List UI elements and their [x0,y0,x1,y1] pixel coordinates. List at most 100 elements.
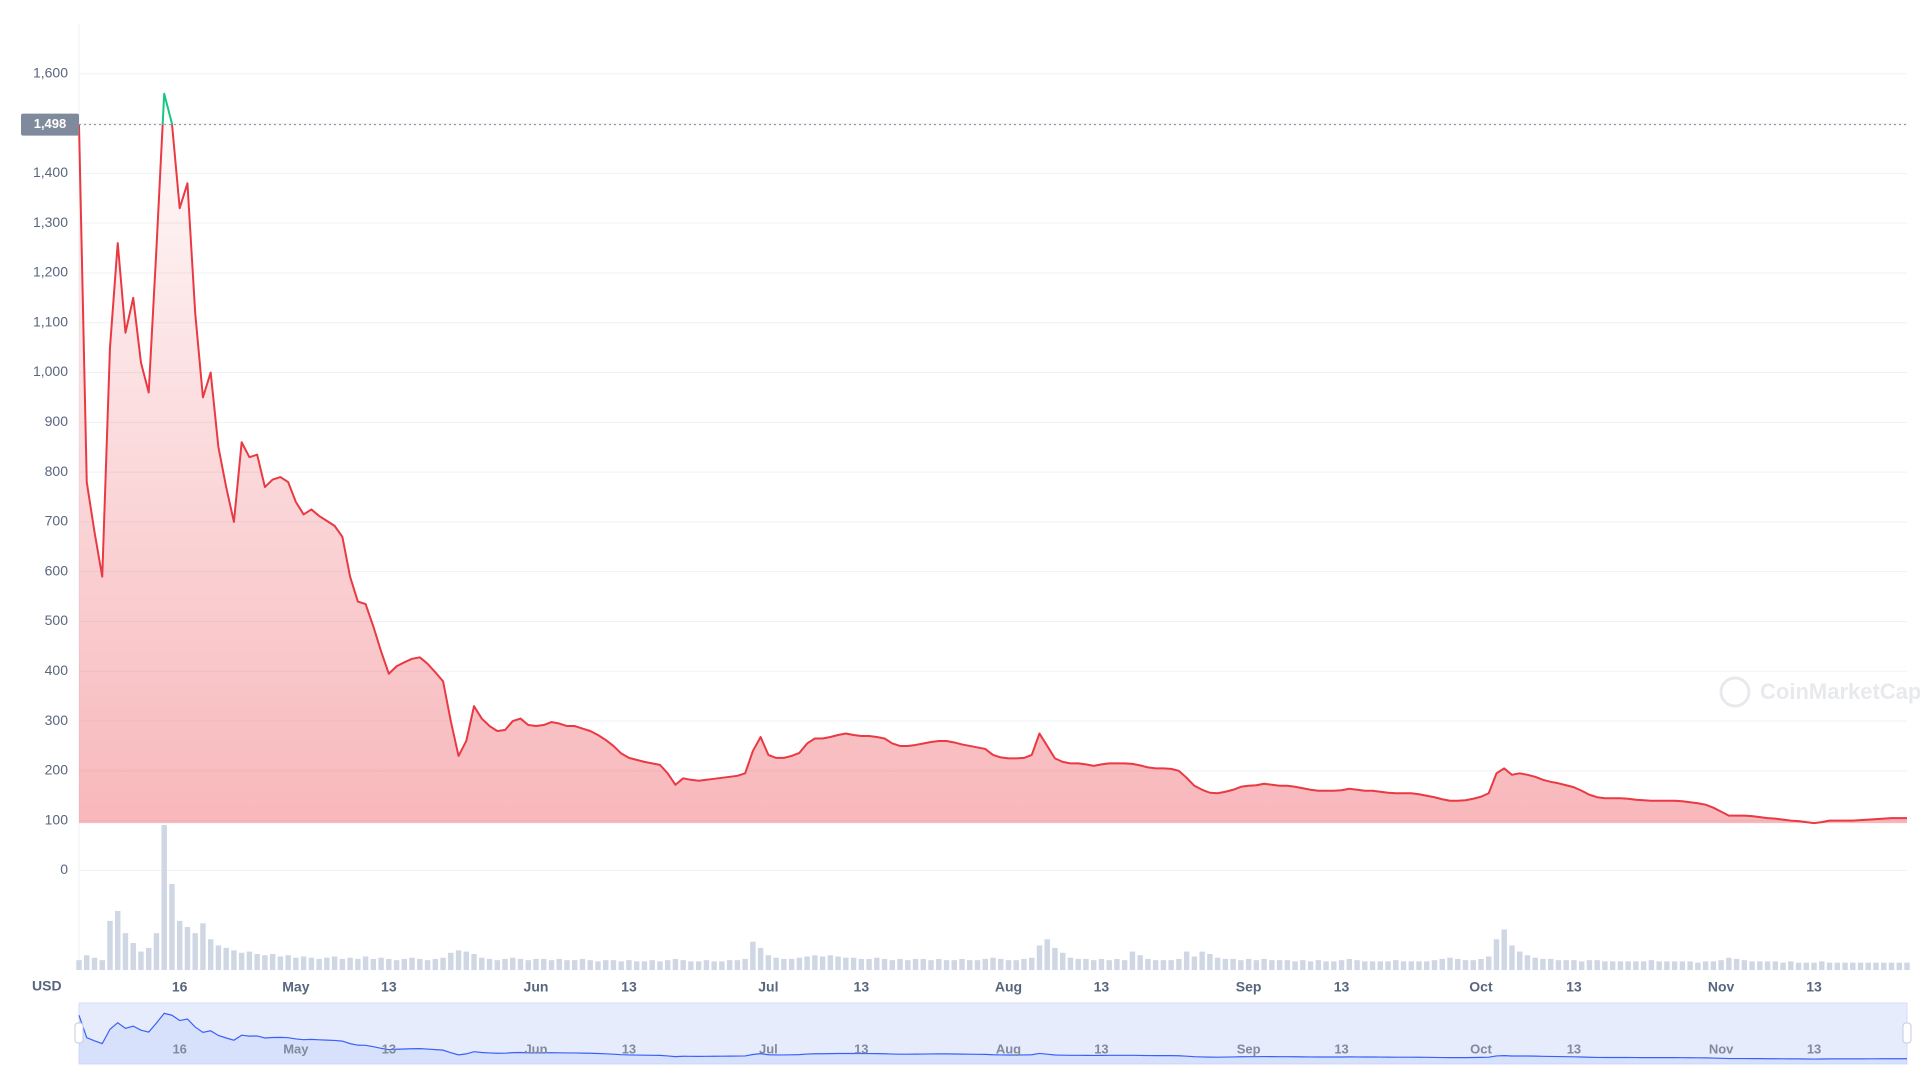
volume-bar [1640,961,1647,970]
volume-bar [269,954,276,970]
volume-bar [293,957,299,970]
volume-bar [262,955,268,970]
x-tick-label: Jun [524,979,549,995]
volume-bar [773,957,779,970]
y-tick-label: 400 [45,662,69,678]
volume-bar [300,956,307,970]
volume-bar [874,957,880,970]
volume-bar [355,958,361,970]
volume-bar [788,958,795,970]
y-tick-label: 900 [45,413,69,429]
volume-bar [1517,951,1523,970]
volume-bar [641,961,648,970]
volume-bar [587,960,593,970]
volume-bar [1245,958,1252,970]
volume-bar [943,960,950,970]
volume-bar [1315,960,1322,970]
navigator-tick-label: May [283,1041,309,1056]
volume-bar [1757,961,1763,970]
volume-bar [1152,960,1159,970]
volume-bar [1276,960,1283,970]
volume-bar [1222,958,1229,970]
navigator-tick-label: 13 [1807,1041,1821,1056]
x-tick-label: Aug [995,979,1022,995]
volume-bar [1377,961,1383,970]
volume-bar [1656,961,1662,970]
volume-bar [486,958,493,970]
volume-bar [99,960,105,970]
volume-bar [804,956,810,970]
volume-bar [812,955,818,970]
volume-bar [1183,951,1190,970]
volume-bar [370,958,377,970]
volume-bar [161,825,167,970]
volume-bar [1207,954,1213,970]
volume-bar [626,960,632,970]
volume-bar [417,958,423,970]
x-tick-label: Sep [1236,979,1262,995]
volume-bar [610,960,617,970]
volume-bar [1238,960,1244,970]
x-tick-label: Oct [1469,979,1493,995]
volume-bar [1036,945,1043,970]
volume-bar [1369,961,1376,970]
volume-bar [951,960,957,970]
volume-bar [525,960,531,970]
volume-bar [494,960,500,970]
volume-bar [1540,958,1546,970]
volume-bar [1424,961,1430,970]
volume-bar [959,958,965,970]
volume-bar [1671,961,1678,970]
volume-bar [1896,962,1902,970]
volume-bar [1501,929,1507,970]
volume-bar [316,958,322,970]
volume-bar [362,956,369,970]
volume-bar [1462,960,1469,970]
navigator-handle [1902,1022,1912,1044]
volume-bar [603,960,609,970]
volume-bar [91,957,98,970]
volume-bar [1625,961,1631,970]
navigator-tick-label: Nov [1709,1041,1734,1056]
volume-bar [122,933,129,970]
volume-bar [1447,957,1453,970]
volume-bar [1292,961,1298,970]
volume-bar [1114,958,1120,970]
volume-bar [1145,958,1151,970]
volume-bar [1199,951,1205,970]
volume-bar [974,960,981,970]
volume-bar [285,955,291,970]
volume-bar [246,951,253,970]
volume-bar [920,958,926,970]
volume-bar [153,933,160,970]
volume-bar [1284,960,1291,970]
volume-bar [1888,962,1895,970]
volume-bar [1648,960,1655,970]
volume-bar [649,960,655,970]
volume-bar [1509,945,1515,970]
volume-bar [308,957,315,970]
volume-bar [169,883,175,970]
volume-bar [858,958,865,970]
y-tick-label: 500 [45,612,69,628]
volume-bar [1795,962,1802,970]
baseline-tag [21,113,79,136]
y-tick-label: 300 [45,712,69,728]
x-tick-label: 13 [1334,979,1350,995]
volume-bar [982,958,988,970]
navigator-tick-label: Sep [1237,1041,1261,1056]
volume-bar [1819,961,1825,970]
volume-bar [672,958,679,970]
volume-bar [781,958,787,970]
volume-bar [207,939,214,970]
volume-bar [471,954,477,970]
volume-bar [1486,956,1492,970]
volume-bar [1160,960,1167,970]
volume-bar [1555,960,1562,970]
volume-bar [378,957,384,970]
volume-bar [1338,960,1345,970]
volume-bar [1191,956,1198,970]
volume-bar [1083,958,1089,970]
volume-bar [1826,962,1833,970]
volume-bar [1842,962,1848,970]
